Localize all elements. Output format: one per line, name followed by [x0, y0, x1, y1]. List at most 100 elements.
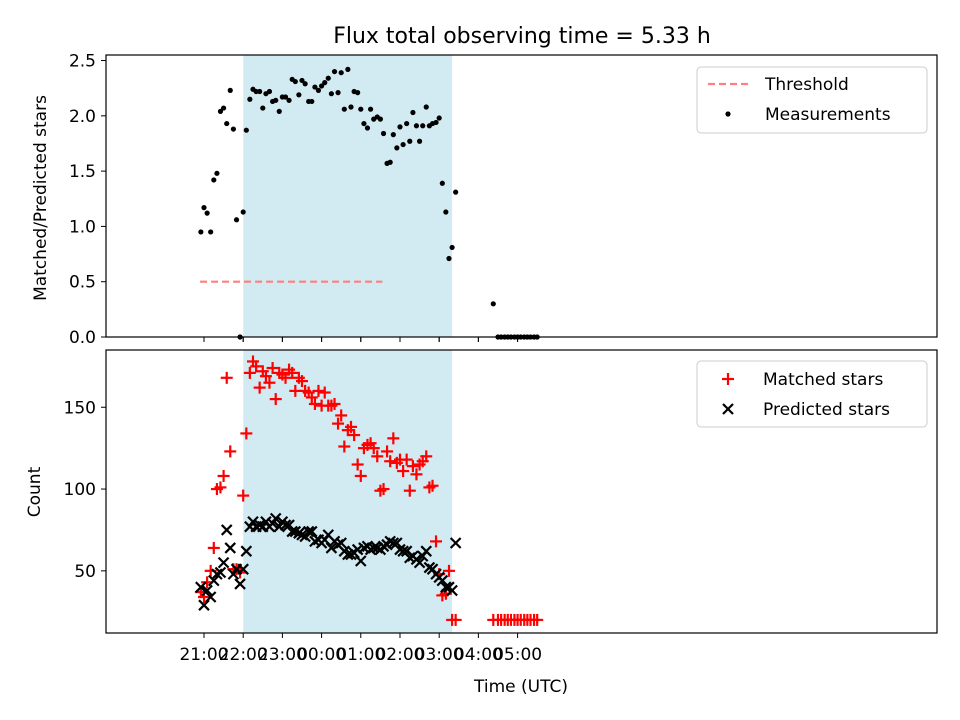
measurement-point — [410, 109, 416, 116]
measurement-point — [211, 177, 217, 183]
measurement-point — [380, 130, 387, 137]
top-legend: Threshold Measurements — [696, 66, 928, 134]
measurement-point — [233, 217, 240, 223]
matched-star-point — [400, 453, 413, 466]
measurement-point — [394, 145, 400, 151]
observing-window-span — [243, 55, 453, 337]
matched-star-point — [351, 458, 364, 471]
x-tick-label: 04:00 — [454, 645, 503, 665]
matched-legend-label: Matched stars — [763, 370, 883, 390]
matched-star-point — [243, 366, 256, 379]
predicted-star-point — [201, 584, 213, 597]
measurements-legend-dot-icon — [725, 111, 731, 117]
threshold-legend-label: Threshold — [764, 75, 849, 95]
matched-star-point — [344, 420, 357, 433]
measurement-point — [345, 66, 351, 72]
predicted-star-point — [449, 537, 462, 549]
matched-star-point — [410, 468, 423, 481]
predicted-star-point — [355, 555, 367, 567]
measurement-point — [407, 138, 413, 144]
matched-star-point — [531, 613, 544, 626]
measurement-point — [230, 126, 236, 132]
matched-star-point — [354, 469, 367, 482]
predicted-star-point — [446, 584, 458, 597]
matched-star-point — [335, 409, 348, 422]
matched-star-point — [217, 469, 230, 482]
matched-star-point — [269, 393, 282, 406]
measurement-point — [302, 81, 308, 87]
matched-star-point — [426, 479, 439, 492]
measurement-point — [443, 209, 449, 215]
measurement-point — [416, 138, 423, 144]
measurement-point — [257, 88, 263, 95]
measurement-point — [276, 108, 282, 114]
measurement-point — [322, 80, 328, 86]
predicted-star-point — [302, 525, 315, 538]
predicted-star-point — [325, 542, 338, 554]
y-tick-label: 1.0 — [69, 217, 96, 237]
predicted-star-point — [440, 581, 452, 593]
measurement-point — [214, 170, 220, 176]
measurement-point — [439, 180, 445, 186]
y-tick-label: 2.0 — [69, 107, 96, 127]
matched-star-point — [286, 366, 299, 379]
measurement-point — [286, 97, 292, 103]
matched-legend-plus-icon — [722, 373, 734, 385]
matched-star-point — [406, 460, 419, 473]
matched-star-point — [328, 397, 341, 410]
matched-star-point — [384, 455, 397, 468]
predicted-star-point — [214, 566, 227, 579]
matched-star-point — [397, 465, 410, 478]
y-tick-label: 150 — [64, 398, 96, 418]
x-tick-label: 21:00 — [179, 645, 228, 665]
predicted-star-point — [224, 542, 237, 554]
predicted-star-point — [204, 591, 217, 603]
top-y-axis-label: Matched/Predicted stars — [31, 95, 51, 301]
matched-star-point — [305, 391, 318, 404]
matched-star-point — [377, 483, 390, 496]
bottom-legend-box — [696, 360, 928, 428]
predicted-star-point — [220, 524, 233, 536]
matched-star-point — [403, 484, 416, 497]
measurement-point — [490, 301, 496, 307]
measurement-point — [449, 244, 455, 251]
matched-star-point — [381, 445, 394, 458]
measurement-point — [201, 205, 207, 211]
observing-window-span — [243, 350, 453, 633]
y-tick-label: 0.5 — [69, 273, 96, 293]
matched-star-point — [420, 450, 433, 463]
measurement-point — [420, 123, 426, 129]
predicted-star-point — [195, 581, 207, 593]
measurement-point — [348, 104, 354, 110]
matched-star-point — [279, 371, 292, 384]
matched-star-point — [348, 429, 361, 442]
measurement-point — [413, 123, 420, 129]
measurement-point — [318, 83, 325, 89]
bottom-legend: Matched stars Predicted stars — [696, 360, 928, 428]
measurement-point — [282, 94, 289, 100]
matched-star-point — [387, 432, 400, 445]
measurement-point — [335, 90, 341, 96]
predicted-star-point — [335, 537, 347, 549]
matched-star-point — [367, 442, 380, 455]
matched-star-point — [237, 489, 250, 502]
x-tick-label: 23:00 — [258, 645, 307, 665]
measurement-point — [423, 104, 429, 110]
matched-star-point — [312, 384, 325, 397]
matched-star-point — [318, 386, 331, 399]
predicted-star-point — [240, 545, 253, 557]
measurement-point — [296, 92, 302, 98]
measurement-point — [390, 132, 396, 138]
predicted-star-point — [237, 563, 249, 575]
x-tick-label: 00:00 — [297, 645, 346, 665]
measurement-point — [247, 96, 253, 102]
chart-title: Flux total observing time = 5.33 h — [333, 24, 711, 49]
measurement-point — [198, 229, 204, 235]
measurement-point — [355, 90, 361, 96]
matched-star-point — [442, 564, 455, 577]
predicted-star-point — [234, 578, 246, 590]
measurement-point — [338, 70, 344, 76]
x-tick-label: 02:00 — [375, 645, 424, 665]
measurement-point — [331, 68, 338, 75]
measurement-point — [292, 78, 298, 85]
